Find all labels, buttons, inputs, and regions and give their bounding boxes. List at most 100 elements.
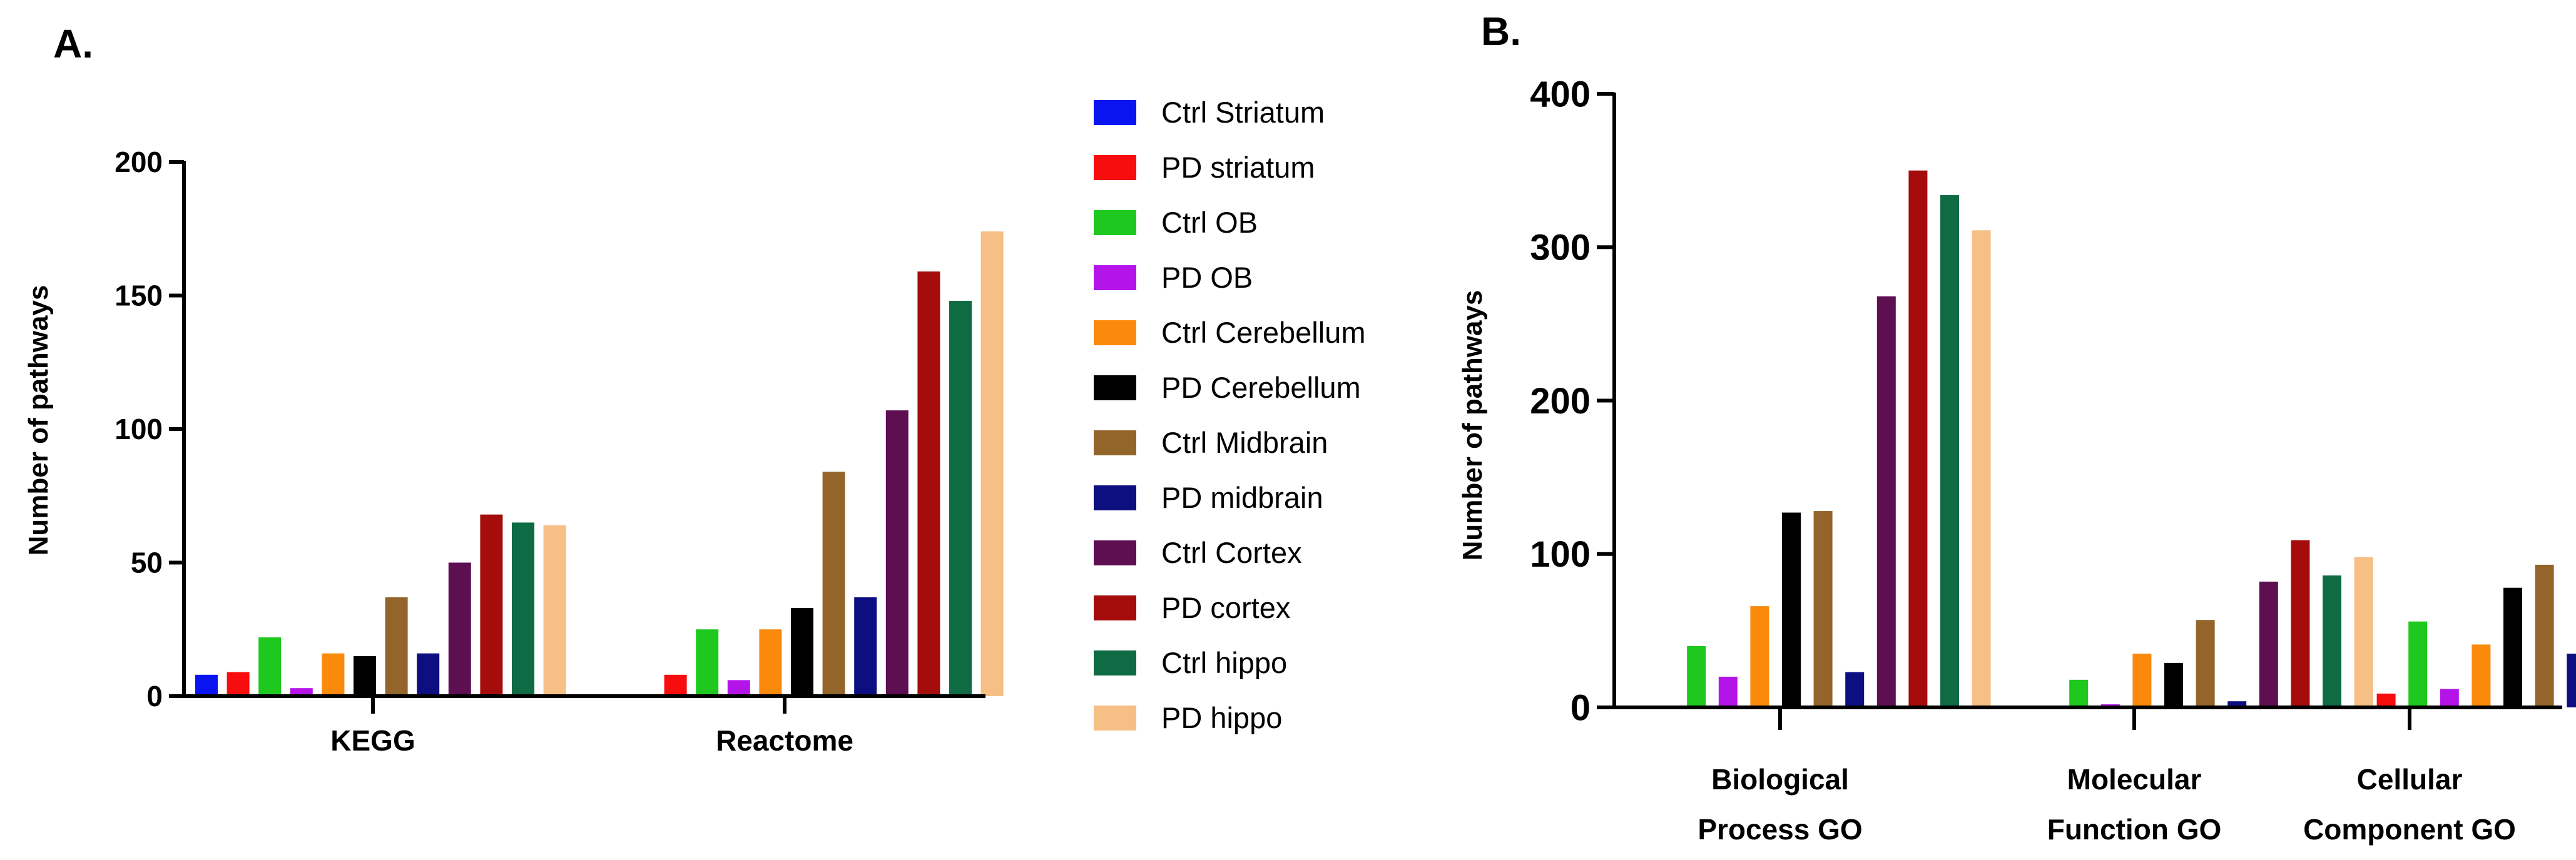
bar-biological-process-go-ctrl-hippo (1940, 195, 1959, 707)
bar-cellular-component-go-ctrl-midbrain (2535, 564, 2554, 707)
bar-kegg-ctrl-ob (258, 637, 282, 696)
bar-biological-process-go-ctrl-ob (1687, 645, 1706, 707)
bar-cellular-component-go-pd-cerebellum (2503, 587, 2522, 707)
bar-biological-process-go-pd-ob (1718, 676, 1738, 707)
legend-swatch (1094, 706, 1136, 731)
y-tick-label: 0 (146, 680, 163, 712)
bar-molecular-function-go-ctrl-ob (2069, 679, 2089, 707)
bar-biological-process-go-ctrl-midbrain (1813, 511, 1833, 707)
y-tick-label: 0 (1571, 687, 1591, 728)
y-tick-label: 200 (1530, 381, 1591, 422)
legend-swatch (1094, 485, 1136, 510)
bar-reactome-ctrl-cerebellum (759, 629, 782, 696)
legend-label: PD midbrain (1161, 481, 1323, 514)
legend-label: Ctrl OB (1161, 206, 1258, 239)
legend-swatch (1094, 650, 1136, 675)
legend-item-pd-cortex: PD cortex (1094, 591, 1290, 624)
bar-biological-process-go-pd-hippo (1972, 230, 1991, 708)
legend-label: PD hippo (1161, 701, 1282, 734)
panel-b-label: B. (1481, 9, 1521, 54)
bar-reactome-pd-ob (727, 680, 750, 696)
bar-reactome-pd-cerebellum (791, 608, 813, 696)
legend-item-ctrl-midbrain: Ctrl Midbrain (1094, 426, 1328, 459)
legend-item-pd-cerebellum: PD Cerebellum (1094, 371, 1361, 404)
x-category-label: Reactome (716, 724, 853, 757)
legend-swatch (1094, 375, 1136, 400)
bar-reactome-ctrl-ob (696, 629, 719, 696)
legend-item-pd-ob: PD OB (1094, 261, 1253, 294)
bar-kegg-pd-cortex (480, 514, 503, 696)
bar-biological-process-go-ctrl-cortex (1876, 296, 1896, 708)
x-category-label: Molecular (2067, 763, 2202, 796)
legend-label: PD OB (1161, 261, 1253, 294)
bar-kegg-ctrl-cortex (448, 562, 471, 696)
bar-reactome-ctrl-hippo (949, 301, 972, 696)
x-category-label: Function GO (2047, 813, 2222, 846)
legend-item-ctrl-striatum: Ctrl Striatum (1094, 96, 1325, 129)
bar-cellular-component-go-ctrl-ob (2408, 621, 2428, 707)
legend-item-pd-midbrain: PD midbrain (1094, 481, 1323, 514)
y-tick-label: 100 (1530, 534, 1591, 575)
legend-label: PD Cerebellum (1161, 371, 1361, 404)
legend: Ctrl Striatum PD striatum Ctrl OB PD OB Ctrl… (1094, 96, 1365, 734)
bar-reactome-pd-midbrain (854, 597, 877, 696)
panel-b-bars (1687, 170, 2576, 708)
bar-kegg-pd-hippo (543, 525, 566, 696)
bar-kegg-pd-ob (290, 688, 313, 696)
legend-swatch (1094, 595, 1136, 620)
bar-kegg-ctrl-cerebellum (322, 653, 345, 696)
x-category-label: KEGG (330, 724, 415, 757)
bar-kegg-pd-striatum (227, 672, 250, 696)
panel-a-label: A. (53, 21, 93, 66)
legend-label: Ctrl Striatum (1161, 96, 1325, 129)
legend-label: Ctrl Midbrain (1161, 426, 1328, 459)
legend-swatch (1094, 210, 1136, 235)
bar-reactome-ctrl-midbrain (822, 472, 845, 696)
bar-biological-process-go-pd-cortex (1908, 170, 1928, 707)
legend-item-ctrl-ob: Ctrl OB (1094, 206, 1258, 239)
y-tick-label: 50 (131, 547, 163, 579)
legend-label: Ctrl Cortex (1161, 536, 1302, 569)
legend-item-pd-hippo: PD hippo (1094, 701, 1282, 734)
bar-reactome-pd-striatum (664, 674, 687, 696)
x-category-label: Component GO (2303, 813, 2516, 846)
legend-label: Ctrl Cerebellum (1161, 316, 1365, 349)
bar-cellular-component-go-pd-striatum (2376, 693, 2396, 707)
legend-swatch (1094, 320, 1136, 345)
bar-biological-process-go-pd-midbrain (1845, 672, 1865, 707)
legend-label: Ctrl hippo (1161, 646, 1287, 679)
legend-swatch (1094, 100, 1136, 125)
bar-biological-process-go-pd-cerebellum (1782, 512, 1801, 707)
legend-swatch (1094, 430, 1136, 455)
legend-swatch (1094, 540, 1136, 565)
panel-a-chart: 0 50 100 150 200 KEGG Reactome Number of pathw… (23, 146, 1004, 757)
bar-cellular-component-go-pd-ob (2440, 689, 2459, 707)
bar-cellular-component-go-ctrl-cerebellum (2472, 644, 2491, 707)
panel-a-bars (195, 231, 1004, 696)
legend-item-ctrl-hippo: Ctrl hippo (1094, 646, 1287, 679)
legend-swatch (1094, 265, 1136, 290)
panel-b-chart: 0 100 200 300 400 Biological Process GO Molecul… (1457, 74, 2576, 846)
bar-reactome-ctrl-cortex (885, 410, 909, 696)
bar-kegg-ctrl-midbrain (385, 597, 408, 696)
legend-label: PD cortex (1161, 591, 1290, 624)
bar-reactome-pd-hippo (980, 231, 1004, 696)
bar-molecular-function-go-pd-midbrain (2227, 701, 2247, 707)
y-tick-label: 400 (1530, 74, 1591, 114)
bar-molecular-function-go-ctrl-cerebellum (2132, 654, 2152, 707)
panel-a-axes: 0 50 100 150 200 KEGG Reactome (115, 146, 985, 757)
y-tick-label: 200 (115, 146, 163, 178)
panel-b-axes: 0 100 200 300 400 Biological Process GO Molecul… (1530, 74, 2562, 846)
bar-molecular-function-go-ctrl-hippo (2323, 575, 2341, 707)
bar-molecular-function-go-pd-hippo (2354, 557, 2373, 707)
bar-molecular-function-go-ctrl-cortex (2259, 581, 2278, 707)
y-tick-label: 100 (115, 413, 163, 445)
bar-kegg-ctrl-hippo (512, 522, 534, 696)
bar-biological-process-go-ctrl-cerebellum (1750, 606, 1769, 707)
y-tick-label: 150 (115, 280, 163, 312)
bar-cellular-component-go-pd-midbrain (2567, 654, 2576, 707)
y-tick-label: 300 (1530, 228, 1591, 268)
legend-label: PD striatum (1161, 151, 1315, 184)
x-category-label: Cellular (2357, 763, 2463, 796)
